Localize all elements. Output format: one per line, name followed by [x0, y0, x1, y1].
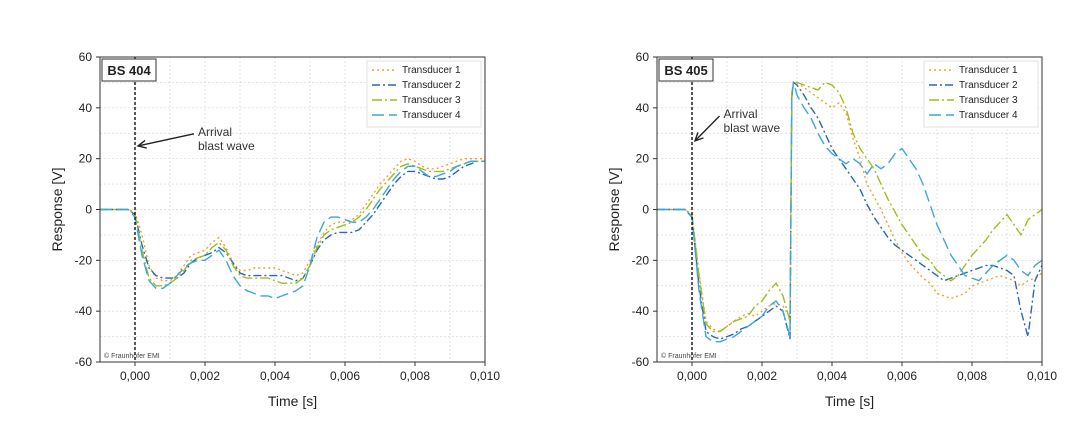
- arrival-arrowhead: [693, 132, 704, 143]
- series-line-transducer-2: [657, 81, 1042, 340]
- series-line-transducer-1: [657, 81, 1042, 333]
- panel-label-text: BS 404: [107, 63, 151, 78]
- x-tick-label: 0,002: [190, 369, 220, 383]
- legend-label-transducer-3: Transducer 3: [959, 95, 1018, 106]
- series-line-transducer-4: [657, 82, 1042, 343]
- arrival-annotation-line: blast wave: [198, 139, 255, 153]
- y-tick-label: 40: [636, 101, 650, 115]
- y-tick-label: 20: [636, 152, 650, 166]
- y-tick-label: 40: [79, 101, 93, 115]
- panel-label: BS 404: [101, 58, 157, 82]
- arrival-annotation-line: Arrival: [198, 125, 232, 139]
- chart-panel-bs405: 0,000 0,002 0,004 0,006 0,008 0,010 60 40 20 0 -20…: [540, 0, 1085, 427]
- series-line-transducer-3: [657, 81, 1042, 333]
- chart-panel-bs404: 0,000 0,002 0,004 0,006 0,008 0,010 60 40 20 0 -20…: [0, 0, 520, 427]
- x-tick-label: 0,000: [120, 369, 150, 383]
- y-tick-label: -20: [632, 253, 650, 267]
- x-tick-label: 0,010: [470, 369, 500, 383]
- y-tick-label: 20: [79, 152, 93, 166]
- chart-bs404: 0,000 0,002 0,004 0,006 0,008 0,010 60 40 20 0 -20…: [49, 50, 500, 409]
- copyright-credit: © Fraunhofer EMI: [104, 352, 160, 360]
- y-axis-title: Response [V]: [49, 167, 65, 251]
- legend-label-transducer-4: Transducer 4: [959, 110, 1018, 121]
- legend-label-transducer-4: Transducer 4: [402, 110, 461, 121]
- legend: Transducer 1 Transducer 2 Transducer 3 Tran…: [366, 60, 482, 128]
- arrival-arrow: [694, 115, 720, 142]
- x-tick-label: 0,006: [887, 369, 917, 383]
- y-tick-label: -40: [632, 304, 650, 318]
- x-tick-label: 0,002: [747, 369, 777, 383]
- arrival-annotation-line: blast wave: [724, 121, 781, 135]
- x-tick-label: 0,000: [677, 369, 707, 383]
- y-tick-label: 0: [85, 203, 92, 217]
- x-tick-label: 0,006: [330, 369, 360, 383]
- legend-label-transducer-1: Transducer 1: [959, 65, 1018, 76]
- arrival-arrow: [137, 133, 195, 147]
- legend-label-transducer-1: Transducer 1: [402, 65, 461, 76]
- panel-label-text: BS 405: [664, 63, 707, 78]
- y-tick-label: -60: [632, 355, 650, 369]
- y-tick-label: 60: [636, 50, 650, 64]
- y-axis-title: Response [V]: [606, 167, 622, 251]
- legend-label-transducer-2: Transducer 2: [402, 80, 461, 91]
- y-tick-label: 0: [642, 203, 649, 217]
- y-tick-label: -60: [75, 355, 93, 369]
- arrival-arrowhead: [136, 139, 147, 149]
- x-tick-label: 0,010: [1027, 369, 1057, 383]
- x-axis-title: Time [s]: [268, 393, 317, 409]
- x-tick-label: 0,008: [957, 369, 987, 383]
- x-tick-label: 0,004: [817, 369, 847, 383]
- legend-label-transducer-2: Transducer 2: [959, 80, 1018, 91]
- y-tick-label: 60: [79, 50, 93, 64]
- x-axis-title: Time [s]: [825, 393, 874, 409]
- y-tick-label: -20: [75, 253, 93, 267]
- legend-label-transducer-3: Transducer 3: [402, 95, 461, 106]
- series-line-transducer-4: [100, 160, 485, 300]
- series-line-transducer-3: [100, 160, 485, 287]
- y-tick-label: -40: [75, 304, 93, 318]
- x-tick-label: 0,004: [260, 369, 290, 383]
- series-line-transducer-1: [100, 157, 485, 282]
- copyright-credit: © Fraunhofer EMI: [661, 352, 717, 360]
- arrival-annotation-line: Arrival: [724, 107, 758, 121]
- legend: Transducer 1 Transducer 2 Transducer 3 Tran…: [923, 60, 1039, 128]
- x-tick-label: 0,008: [400, 369, 430, 383]
- chart-bs405: 0,000 0,002 0,004 0,006 0,008 0,010 60 40 20 0 -20…: [606, 50, 1057, 409]
- panel-label: BS 405: [658, 58, 714, 82]
